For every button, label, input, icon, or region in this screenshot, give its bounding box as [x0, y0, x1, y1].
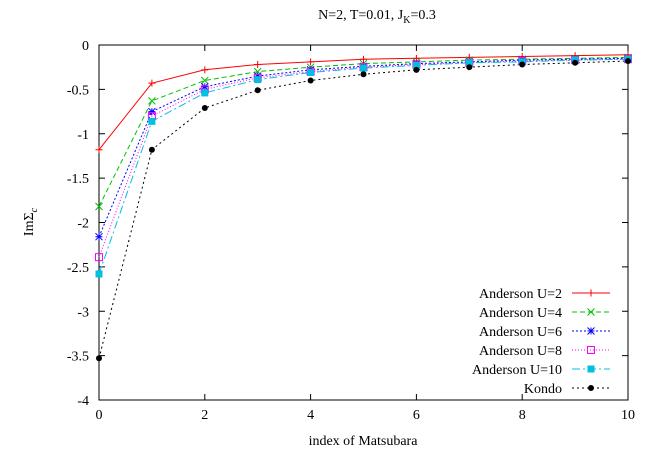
y-tick-label: -0.5	[67, 83, 89, 98]
star-marker	[200, 82, 209, 91]
star-marker	[253, 72, 262, 80]
y-tick-label: -4	[77, 394, 89, 409]
plus-marker	[201, 66, 209, 74]
filled-circle-marker	[148, 146, 155, 153]
y-tick-label: -2	[77, 217, 89, 232]
plus-marker	[148, 79, 156, 87]
filled-square-marker	[307, 69, 315, 77]
x-tick-label: 0	[96, 408, 103, 423]
y-tick-label: -2.5	[67, 261, 89, 276]
cross-marker	[95, 202, 103, 211]
filled-square-marker	[148, 117, 156, 125]
y-tick-label: -3	[77, 305, 89, 320]
legend-label: Anderson U=2	[479, 287, 562, 302]
filled-circle-marker	[360, 71, 367, 78]
y-tick-label: 0	[82, 39, 89, 54]
legend-label: Anderson U=8	[479, 344, 562, 359]
filled-circle-marker	[466, 64, 473, 71]
y-tick-label: -1	[77, 128, 89, 143]
star-marker	[148, 107, 156, 116]
filled-circle-marker	[254, 87, 261, 94]
series-markers-group	[95, 54, 632, 241]
legend-marker	[587, 346, 595, 354]
cross-marker	[200, 76, 209, 85]
x-tick-label: 6	[413, 408, 420, 423]
filled-circle-marker	[519, 61, 526, 68]
filled-square-marker	[360, 64, 367, 72]
legend-marker	[587, 308, 595, 316]
filled-circle-marker	[625, 57, 631, 64]
cross-marker	[587, 308, 595, 316]
x-tick-label: 10	[621, 408, 635, 423]
series-markers-group	[95, 55, 632, 278]
series-line	[98, 57, 629, 237]
star-marker	[587, 327, 595, 335]
legend-marker	[587, 327, 595, 335]
x-tick-label: 8	[519, 408, 526, 423]
y-tick-label: -1.5	[67, 172, 89, 187]
series-line	[98, 58, 629, 258]
legend-marker	[587, 365, 595, 373]
legend-label: Anderson U=6	[479, 325, 562, 340]
plus-marker	[254, 61, 262, 69]
filled-circle-marker	[307, 77, 314, 84]
square-marker	[587, 346, 595, 354]
filled-square-marker	[95, 270, 103, 278]
filled-circle-marker	[572, 59, 579, 66]
y-axis-label: ImΣc	[22, 207, 40, 236]
legend-marker	[587, 289, 595, 297]
plus-marker	[95, 146, 103, 154]
filled-circle-marker	[413, 66, 420, 73]
x-axis-label: index of Matsubara	[309, 434, 419, 449]
filled-square-marker	[412, 61, 420, 69]
x-tick-label: 2	[201, 408, 208, 423]
legend-marker	[588, 385, 594, 391]
y-axis-label-subscript: c	[29, 207, 40, 212]
legend-label: Anderson U=4	[479, 306, 562, 321]
chart-title: N=2, T=0.01, JK=0.3	[318, 8, 436, 26]
filled-circle-marker	[201, 105, 208, 112]
chart-title-subscript: K	[403, 15, 411, 26]
legend-label: Kondo	[524, 382, 562, 397]
series-markers-group	[95, 55, 632, 262]
plus-marker	[587, 289, 595, 297]
filled-square-marker	[201, 89, 209, 97]
filled-square-marker	[465, 59, 473, 67]
plus-marker	[360, 55, 367, 63]
square-marker	[95, 253, 103, 262]
star-marker	[95, 232, 103, 241]
series-line	[98, 56, 629, 207]
filled-square-marker	[587, 365, 595, 373]
legend-label: Anderson U=10	[472, 363, 562, 378]
filled-circle-marker	[588, 385, 594, 391]
filled-circle-marker	[96, 355, 102, 362]
legend: Anderson U=2 Anderson U=4 Anderson U=6 Ande…	[472, 287, 610, 397]
plus-marker	[307, 58, 315, 66]
x-tick-label: 4	[307, 408, 314, 423]
y-tick-label: -3.5	[67, 350, 89, 365]
series-markers-group	[96, 57, 631, 362]
chart-title-tail: =0.3	[410, 8, 435, 23]
series-line	[98, 58, 629, 275]
filled-square-marker	[254, 76, 262, 84]
cross-marker	[148, 97, 156, 105]
